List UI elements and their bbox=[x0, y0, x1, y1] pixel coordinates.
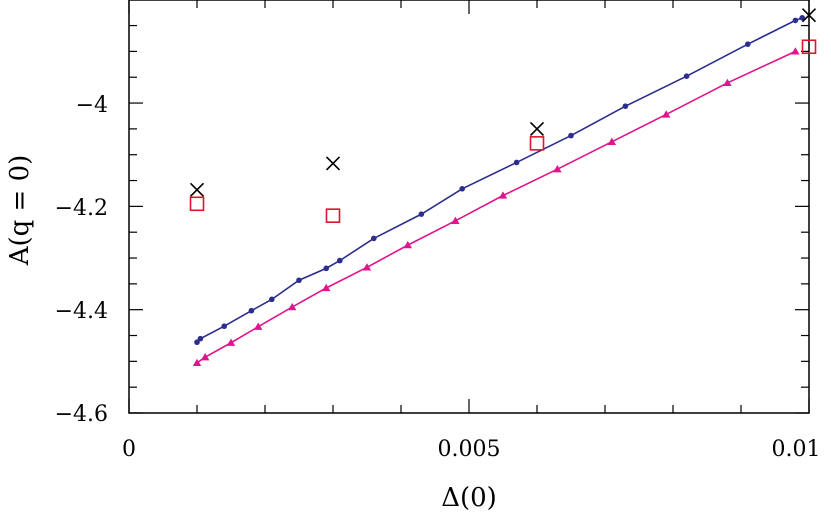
series-2-point-2 bbox=[529, 121, 545, 136]
series-0-point-10 bbox=[459, 186, 466, 192]
series-1-point-3 bbox=[254, 322, 263, 330]
series-0-point-17 bbox=[799, 15, 805, 21]
y-tick-label-0: −4.6 bbox=[55, 402, 108, 427]
y-axis-title: A(q = 0) bbox=[5, 155, 35, 267]
series-0-point-8 bbox=[371, 235, 377, 242]
series-1-point-4 bbox=[288, 302, 297, 311]
y-tick-label-3: −4 bbox=[76, 93, 108, 118]
series-1-point-11 bbox=[607, 137, 616, 145]
y-tick-label-2: −4.2 bbox=[55, 196, 108, 221]
series-1-point-6 bbox=[362, 263, 372, 271]
ticks bbox=[128, 0, 810, 414]
x-tick-label-0: 0 bbox=[122, 437, 136, 462]
series-2-point-1 bbox=[325, 156, 341, 171]
series-lines bbox=[196, 17, 803, 364]
x-tick-label-2: 0.01 bbox=[772, 437, 821, 462]
series-0-line bbox=[196, 17, 803, 343]
series-1-point-9 bbox=[498, 191, 508, 199]
series-0-point-2 bbox=[221, 323, 227, 330]
plot-frame bbox=[128, 0, 810, 414]
x-axis-title: Δ(0) bbox=[441, 483, 497, 513]
series-2-point-0 bbox=[189, 182, 205, 197]
series-1-point-8 bbox=[451, 216, 460, 224]
series-0-point-4 bbox=[269, 296, 275, 303]
series-1-point-10 bbox=[553, 164, 562, 173]
series-1-point-0 bbox=[192, 358, 202, 367]
series-1-point-1 bbox=[200, 353, 210, 361]
series-0-point-13 bbox=[622, 103, 629, 109]
series-0-point-7 bbox=[337, 257, 343, 264]
series-1-point-13 bbox=[723, 78, 732, 87]
series-0-point-11 bbox=[513, 159, 520, 166]
series-0-point-1 bbox=[197, 335, 204, 342]
series-3-point-2 bbox=[529, 136, 545, 151]
series-0-point-15 bbox=[745, 41, 751, 47]
series-0-point-12 bbox=[568, 132, 574, 139]
series-3-point-1 bbox=[325, 208, 341, 223]
series-1-point-14 bbox=[791, 47, 800, 55]
series-0-point-0 bbox=[194, 339, 200, 346]
series-0-point-9 bbox=[418, 211, 425, 217]
series-2-point-3 bbox=[801, 8, 817, 23]
series-0-point-14 bbox=[683, 73, 690, 79]
series-1-point-12 bbox=[662, 110, 671, 118]
y-tick-label-1: −4.4 bbox=[55, 299, 108, 324]
series-3-point-3 bbox=[801, 39, 817, 55]
series-1-point-7 bbox=[403, 240, 412, 249]
series-1-point-5 bbox=[322, 283, 331, 292]
data-marks bbox=[189, 8, 817, 367]
series-0-point-3 bbox=[248, 307, 255, 314]
series-3-point-0 bbox=[189, 196, 205, 212]
series-1-point-2 bbox=[226, 338, 236, 346]
series-0-point-6 bbox=[323, 265, 330, 272]
series-1-line bbox=[196, 50, 796, 364]
series-0-point-16 bbox=[792, 17, 799, 24]
x-tick-label-1: 0.005 bbox=[438, 437, 501, 462]
series-0-point-5 bbox=[296, 277, 302, 284]
